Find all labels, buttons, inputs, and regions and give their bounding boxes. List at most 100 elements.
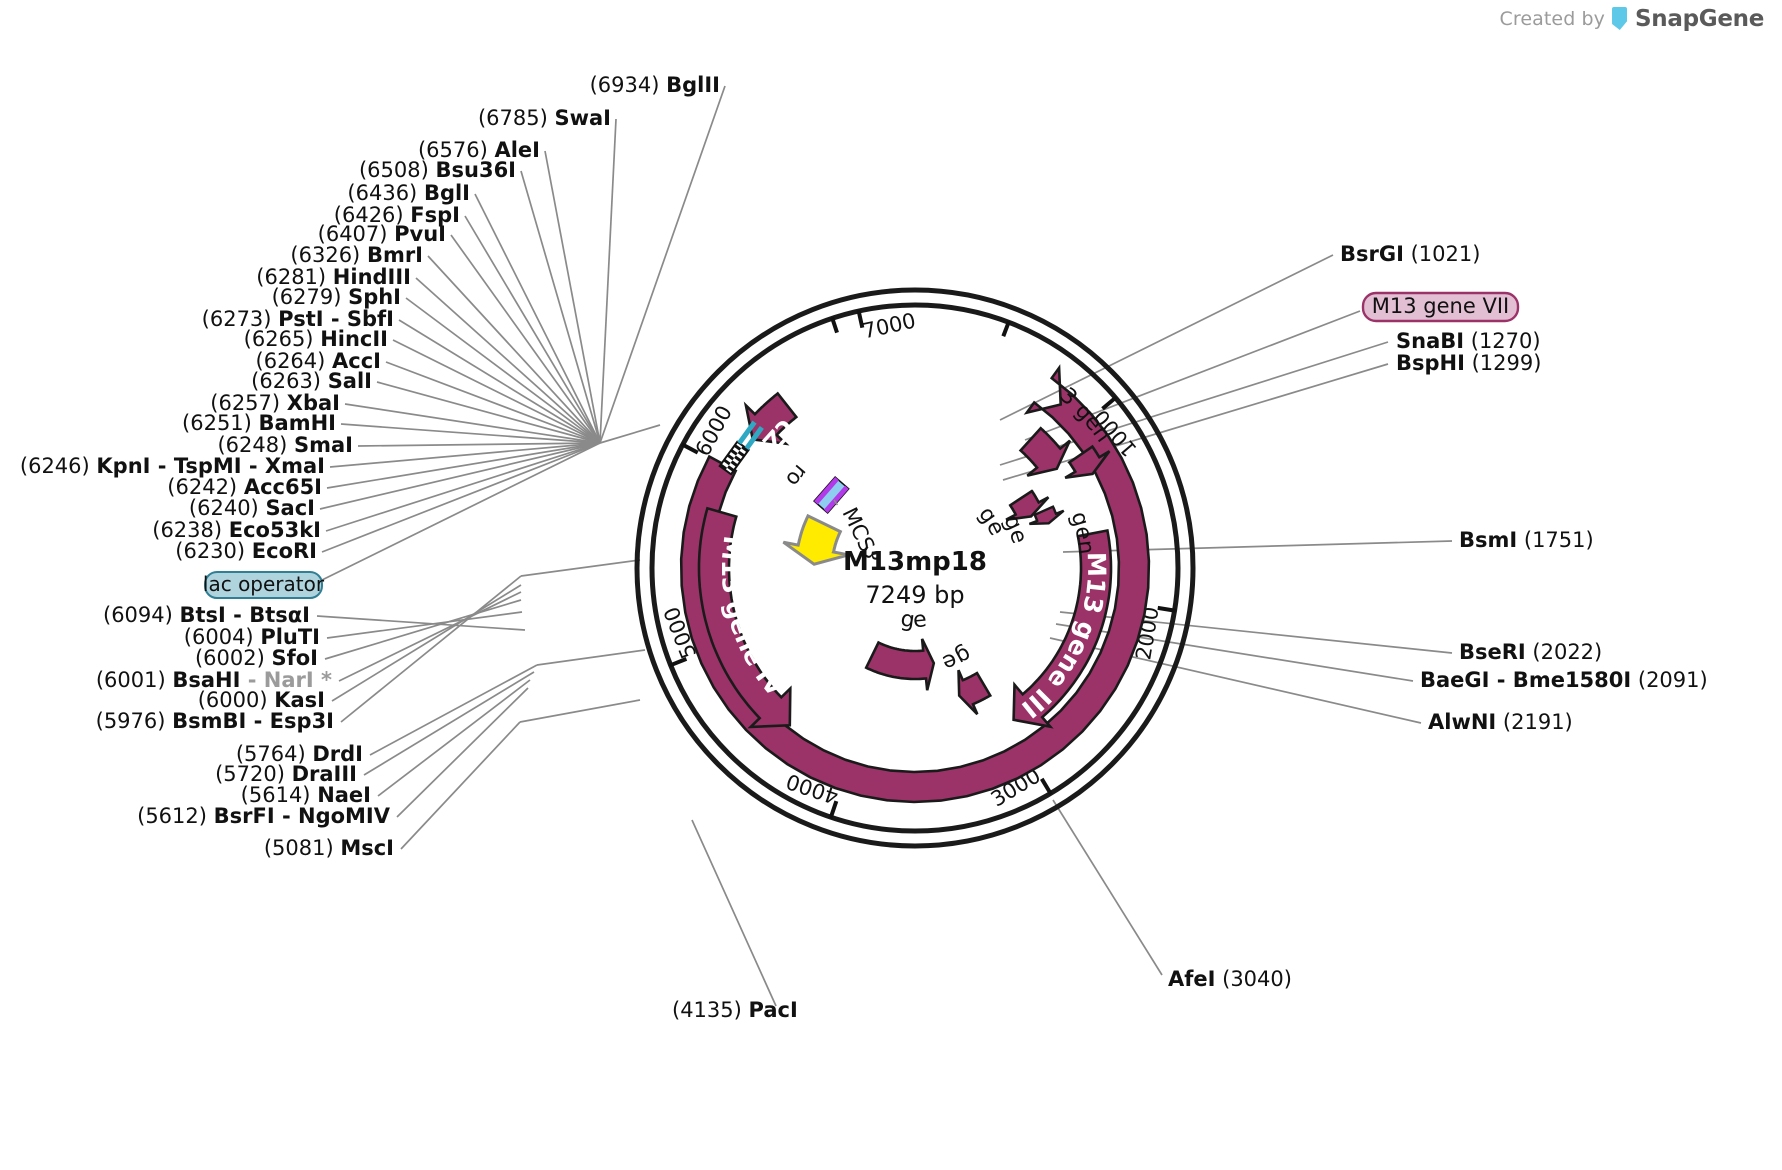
restriction-site-label: BseRI (2022)	[1459, 640, 1602, 664]
enzyme-name: MscI	[340, 836, 394, 860]
enzyme-name: BaeGI - Bme1580I	[1420, 668, 1631, 692]
leader-line	[331, 584, 522, 702]
restriction-site-label: (6326) BmrI	[290, 243, 423, 267]
enzyme-name: BtsI - BtsαI	[180, 603, 310, 627]
leader-line	[376, 381, 601, 444]
restriction-site-label: BsmI (1751)	[1459, 528, 1594, 552]
snapgene-watermark: Created by SnapGene	[1499, 6, 1764, 32]
restriction-site-label: (6002) SfoI	[195, 646, 318, 670]
enzyme-name: SfoI	[271, 646, 318, 670]
plasmid-backbone	[634, 287, 1196, 849]
feature-mcs-marker	[813, 475, 850, 515]
enzyme-name: AleI	[494, 138, 540, 162]
ruler-tick	[1040, 777, 1053, 796]
restriction-site-label: SnaBI (1270)	[1396, 329, 1541, 353]
site-position: (2022)	[1526, 640, 1603, 664]
created-by-text: Created by	[1499, 8, 1606, 30]
leader-line	[363, 671, 535, 776]
enzyme-name: HincII	[320, 327, 388, 351]
restriction-site-label: AfeI (3040)	[1168, 967, 1292, 991]
feature-m13-gene-ix	[1028, 505, 1065, 526]
site-position: (6264)	[256, 349, 333, 373]
ruler-tick	[680, 442, 699, 455]
enzyme-name: AlwNI	[1428, 710, 1496, 734]
enzyme-name: Bsu36I	[436, 158, 517, 182]
restriction-site-label: (5720) DraIII	[215, 762, 357, 786]
site-position: (6265)	[244, 327, 321, 351]
site-position: (3040)	[1215, 967, 1292, 991]
site-position: (6281)	[256, 265, 333, 289]
feature-m13-gene-ii	[679, 364, 1151, 804]
enzyme-name: BglII	[666, 73, 720, 97]
site-position: (6094)	[103, 603, 180, 627]
feature-label-ori: M13 ori	[0, 0, 885, 567]
m13-gene-vii-badge: M13 gene VII	[1361, 291, 1520, 323]
enzyme-name: Eco53kI	[229, 518, 321, 542]
leader-line	[450, 234, 601, 444]
restriction-site-label: (6508) Bsu36I	[359, 158, 516, 182]
enzyme-name: Acc65I	[244, 475, 322, 499]
ruler-tick	[1001, 320, 1011, 337]
feature-m13-gene-x	[1005, 489, 1050, 521]
site-position: (6242)	[167, 475, 244, 499]
restriction-site-label: (6004) PluTI	[184, 625, 320, 649]
site-position: (6576)	[418, 138, 495, 162]
restriction-site-label: (6001) BsaHI - NarI *	[96, 668, 332, 692]
restriction-site-label: (6251) BamHI	[182, 411, 336, 435]
feature-m13-gene-v	[1018, 426, 1072, 477]
leader-line	[520, 170, 601, 444]
ruler-tick	[828, 800, 839, 819]
site-position: (1299)	[1465, 351, 1542, 375]
enzyme-name: BsrFI - NgoMIV	[214, 804, 391, 828]
enzyme-name-muted: - NarI *	[240, 668, 332, 692]
restriction-site-label: (6230) EcoRI	[175, 539, 317, 563]
restriction-site-label: (6238) Eco53kI	[152, 518, 321, 542]
site-position: (6326)	[290, 243, 367, 267]
site-position: (5976)	[96, 709, 173, 733]
restriction-site-label: (6576) AleI	[418, 138, 540, 162]
restriction-site-label: (6240) SacI	[189, 496, 315, 520]
enzyme-name: BglI	[424, 181, 470, 205]
leader-line	[326, 611, 523, 639]
ruler-tick	[830, 316, 839, 334]
leader-line	[536, 649, 646, 666]
leader-line	[474, 193, 601, 444]
feature-label-g6: M13 gene VI	[0, 0, 975, 675]
mcs-leader-line	[833, 499, 839, 506]
leader-line	[999, 254, 1334, 421]
feature-m13-gene-iv	[697, 506, 792, 729]
leader-line	[400, 721, 521, 850]
enzyme-name: BsaHI	[172, 668, 240, 692]
enzyme-name: XbaI	[287, 391, 340, 415]
leader-line	[369, 664, 538, 756]
leader-line	[340, 575, 522, 723]
site-position: (6248)	[217, 433, 294, 457]
leader-line	[427, 255, 601, 444]
restriction-site-label: BaeGI - Bme1580I (2091)	[1420, 668, 1708, 692]
restriction-site-label: (5612) BsrFI - NgoMIV	[137, 804, 391, 828]
enzyme-name: SwaI	[554, 106, 611, 130]
enzyme-name: HindIII	[333, 265, 411, 289]
restriction-site-label: (6436) BglI	[347, 181, 470, 205]
restriction-site-label: BsrGI (1021)	[1340, 242, 1480, 266]
site-position: (5764)	[236, 742, 313, 766]
leader-lines	[316, 85, 1453, 1007]
enzyme-name: BsrGI	[1340, 242, 1404, 266]
leader-line	[392, 339, 601, 444]
site-position: (6436)	[347, 181, 424, 205]
enzyme-name: DrdI	[312, 742, 363, 766]
feature-arrows	[679, 364, 1151, 804]
lac-operator-badge-label: lac operator	[203, 572, 325, 596]
restriction-site-label: (6279) SphI	[272, 285, 401, 309]
enzyme-name: NaeI	[317, 783, 371, 807]
site-position: (5081)	[264, 836, 341, 860]
enzyme-name: KasI	[274, 688, 325, 712]
site-position: (6279)	[272, 285, 349, 309]
site-position: (6240)	[189, 496, 266, 520]
leader-line	[316, 615, 526, 631]
enzyme-name: BamHI	[259, 411, 336, 435]
leader-line	[325, 442, 601, 532]
ruler-tick	[856, 309, 865, 329]
site-position: (6263)	[251, 369, 328, 393]
feature-lac-promoter	[718, 420, 764, 476]
